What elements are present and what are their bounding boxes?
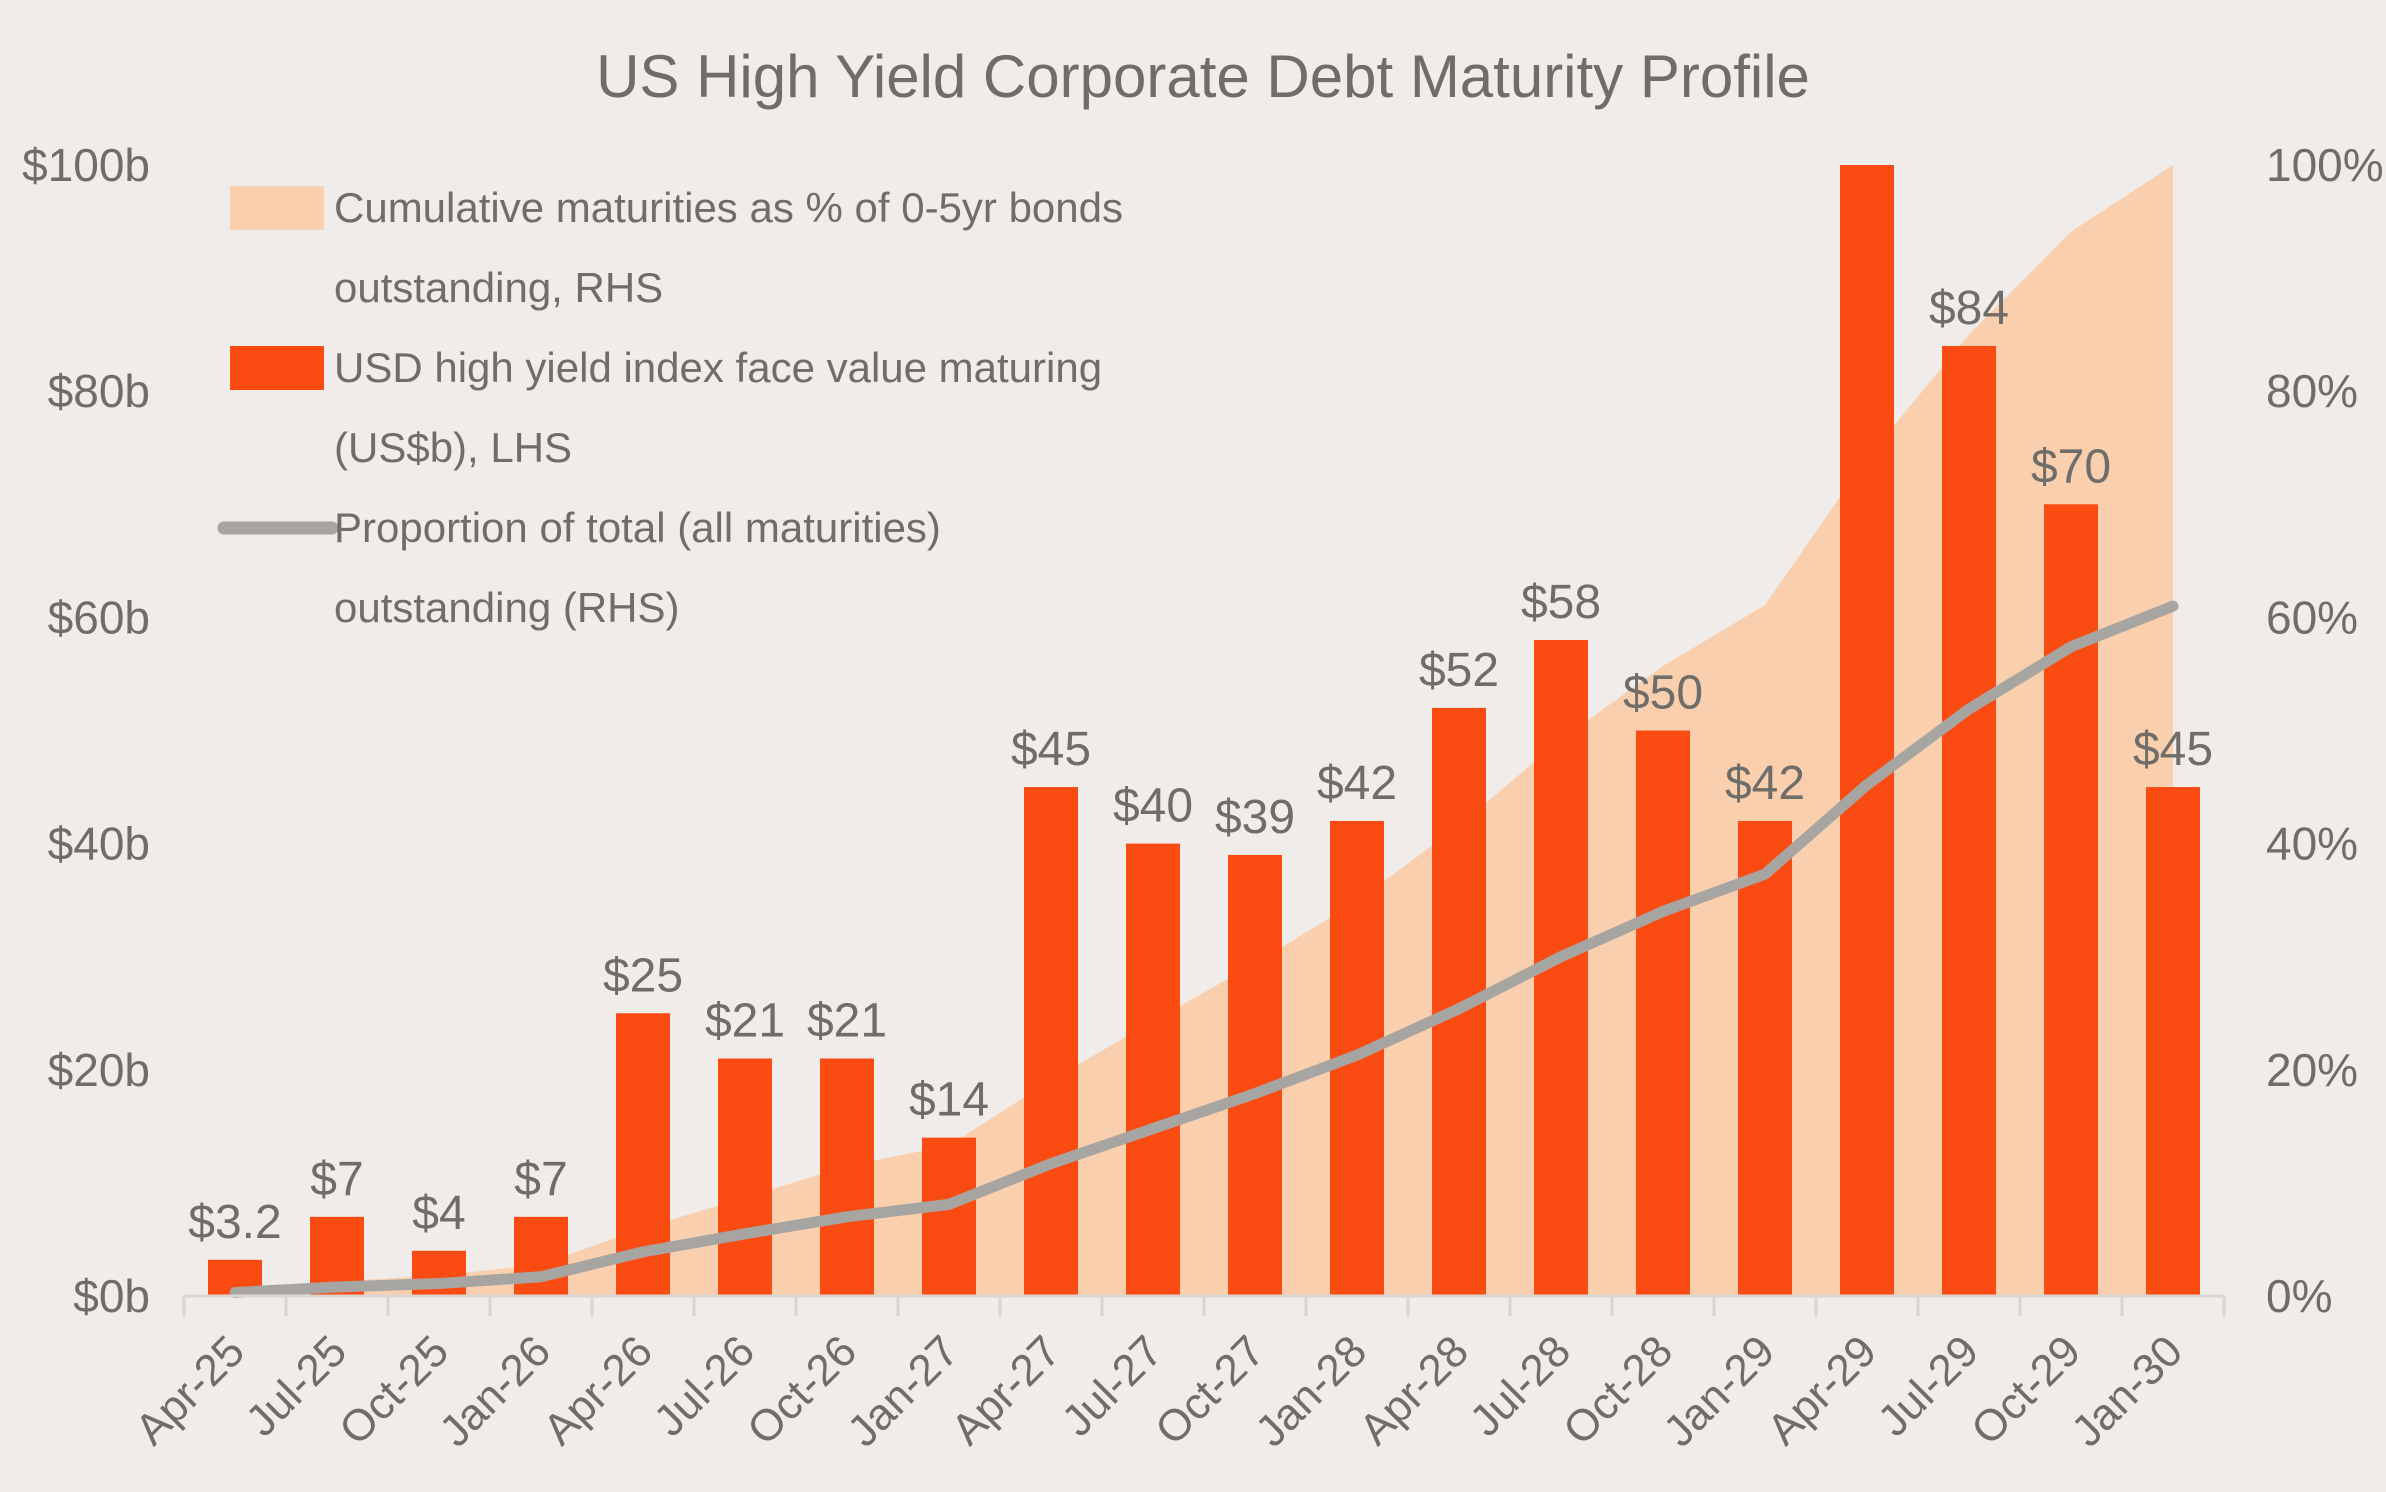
bar-label-Apr-28: $52 (1419, 644, 1499, 697)
y-right-label-100%: 100% (2266, 139, 2384, 191)
legend-swatch-bar (230, 346, 324, 390)
chart-legend: Cumulative maturities as % of 0-5yr bond… (217, 184, 1123, 631)
bar-label-Oct-26: $21 (807, 994, 887, 1047)
x-tick-label-Jan-30: Jan-30 (2062, 1326, 2192, 1456)
bar-label-Jul-29: $84 (1929, 282, 2009, 335)
bar-Oct-29 (2044, 504, 2098, 1296)
x-tick-label-Apr-25: Apr-25 (126, 1326, 254, 1454)
y-left-label-$100b: $100b (22, 139, 150, 191)
bar-label-Oct-28: $50 (1623, 667, 1703, 720)
y-left-label-$0b: $0b (73, 1270, 150, 1322)
bar-Jan-27 (922, 1137, 976, 1296)
bar-Jan-29 (1738, 820, 1792, 1296)
y-left-label-$20b: $20b (48, 1044, 150, 1096)
bar-Jan-26 (514, 1216, 568, 1296)
bar-label-Jul-28: $58 (1521, 576, 1601, 629)
legend-label-line: outstanding (RHS) (334, 584, 680, 631)
y-left-label-$80b: $80b (48, 365, 150, 417)
x-tick-label-Oct-28: Oct-28 (1554, 1326, 1682, 1454)
legend-swatch-area (230, 186, 324, 230)
bar-label-Jan-27: $14 (909, 1074, 989, 1127)
bar-label-Jan-29: $42 (1725, 757, 1805, 810)
bar-Oct-26 (820, 1058, 874, 1296)
bar-Jan-30 (2146, 787, 2200, 1296)
y-right-label-60%: 60% (2266, 591, 2358, 643)
x-tick-label-Apr-27: Apr-27 (942, 1326, 1070, 1454)
bar-Oct-27 (1228, 854, 1282, 1296)
y-axis-left: $0b $20b $40b $60b $80b $100b (22, 139, 150, 1322)
proportion-line-series (229, 600, 2179, 1299)
y-right-label-80%: 80% (2266, 365, 2358, 417)
bar-label-Jul-27: $40 (1113, 780, 1193, 833)
x-axis: Apr-25Jul-25Oct-25Jan-26Apr-26Jul-26Oct-… (126, 1294, 2226, 1456)
x-tick-label-Oct-27: Oct-27 (1146, 1326, 1274, 1454)
legend-label-line: (US$b), LHS (334, 424, 572, 471)
legend-label-line: outstanding, RHS (334, 264, 663, 311)
y-left-label-$40b: $40b (48, 818, 150, 870)
chart-title: US High Yield Corporate Debt Maturity Pr… (596, 43, 1810, 110)
y-right-label-20%: 20% (2266, 1044, 2358, 1096)
bar-label-Oct-29: $70 (2031, 440, 2111, 493)
bar-Apr-27 (1024, 787, 1078, 1296)
x-tick-label-Oct-25: Oct-25 (330, 1326, 458, 1454)
proportion-of-total-line (229, 600, 2179, 1299)
y-axis-right: 0% 20% 40% 60% 80% 100% (2266, 139, 2384, 1322)
y-right-label-0%: 0% (2266, 1270, 2332, 1322)
bar-label-Jan-28: $42 (1317, 757, 1397, 810)
x-tick-label-Apr-26: Apr-26 (534, 1326, 662, 1454)
bar-label-Jul-26: $21 (705, 994, 785, 1047)
x-tick-label-Apr-29: Apr-29 (1758, 1326, 1886, 1454)
bar-Oct-28 (1636, 730, 1690, 1296)
bar-label-Apr-25: $3.2 (188, 1196, 281, 1249)
x-tick-label-Jan-28: Jan-28 (1246, 1326, 1376, 1456)
legend-label-line: Proportion of total (all maturities) (334, 504, 941, 551)
bar-data-labels: $3.2 $7 $4 $7 $25 $21 $21 $14 $45 $40 $39 $42 $52 $58… (188, 282, 2213, 1249)
y-right-label-40%: 40% (2266, 818, 2358, 870)
bar-Apr-29 (1840, 165, 1894, 1296)
x-tick-label-Oct-29: Oct-29 (1962, 1326, 2090, 1454)
legend-label-line: Cumulative maturities as % of 0-5yr bond… (334, 184, 1123, 231)
bar-Jul-27 (1126, 843, 1180, 1296)
y-left-label-$60b: $60b (48, 591, 150, 643)
bar-label-Oct-27: $39 (1215, 791, 1295, 844)
x-tick-label-Oct-26: Oct-26 (738, 1326, 866, 1454)
bar-label-Jul-25: $7 (310, 1153, 363, 1206)
bar-label-Apr-26: $25 (603, 949, 683, 1002)
bar-Jul-29 (1942, 345, 1996, 1297)
x-tick-label-Jan-27: Jan-27 (838, 1326, 968, 1456)
bar-Jul-26 (718, 1058, 772, 1296)
x-tick-label-Apr-28: Apr-28 (1350, 1326, 1478, 1454)
legend-label-line: USD high yield index face value maturing (334, 344, 1102, 391)
x-tick-label-Jan-29: Jan-29 (1654, 1326, 1784, 1456)
bar-label-Jan-30: $45 (2133, 723, 2213, 776)
x-tick-label-Jan-26: Jan-26 (430, 1326, 560, 1456)
bar-label-Apr-27: $45 (1011, 723, 1091, 776)
bar-label-Oct-25: $4 (412, 1187, 465, 1240)
bar-label-Jan-26: $7 (514, 1153, 567, 1206)
